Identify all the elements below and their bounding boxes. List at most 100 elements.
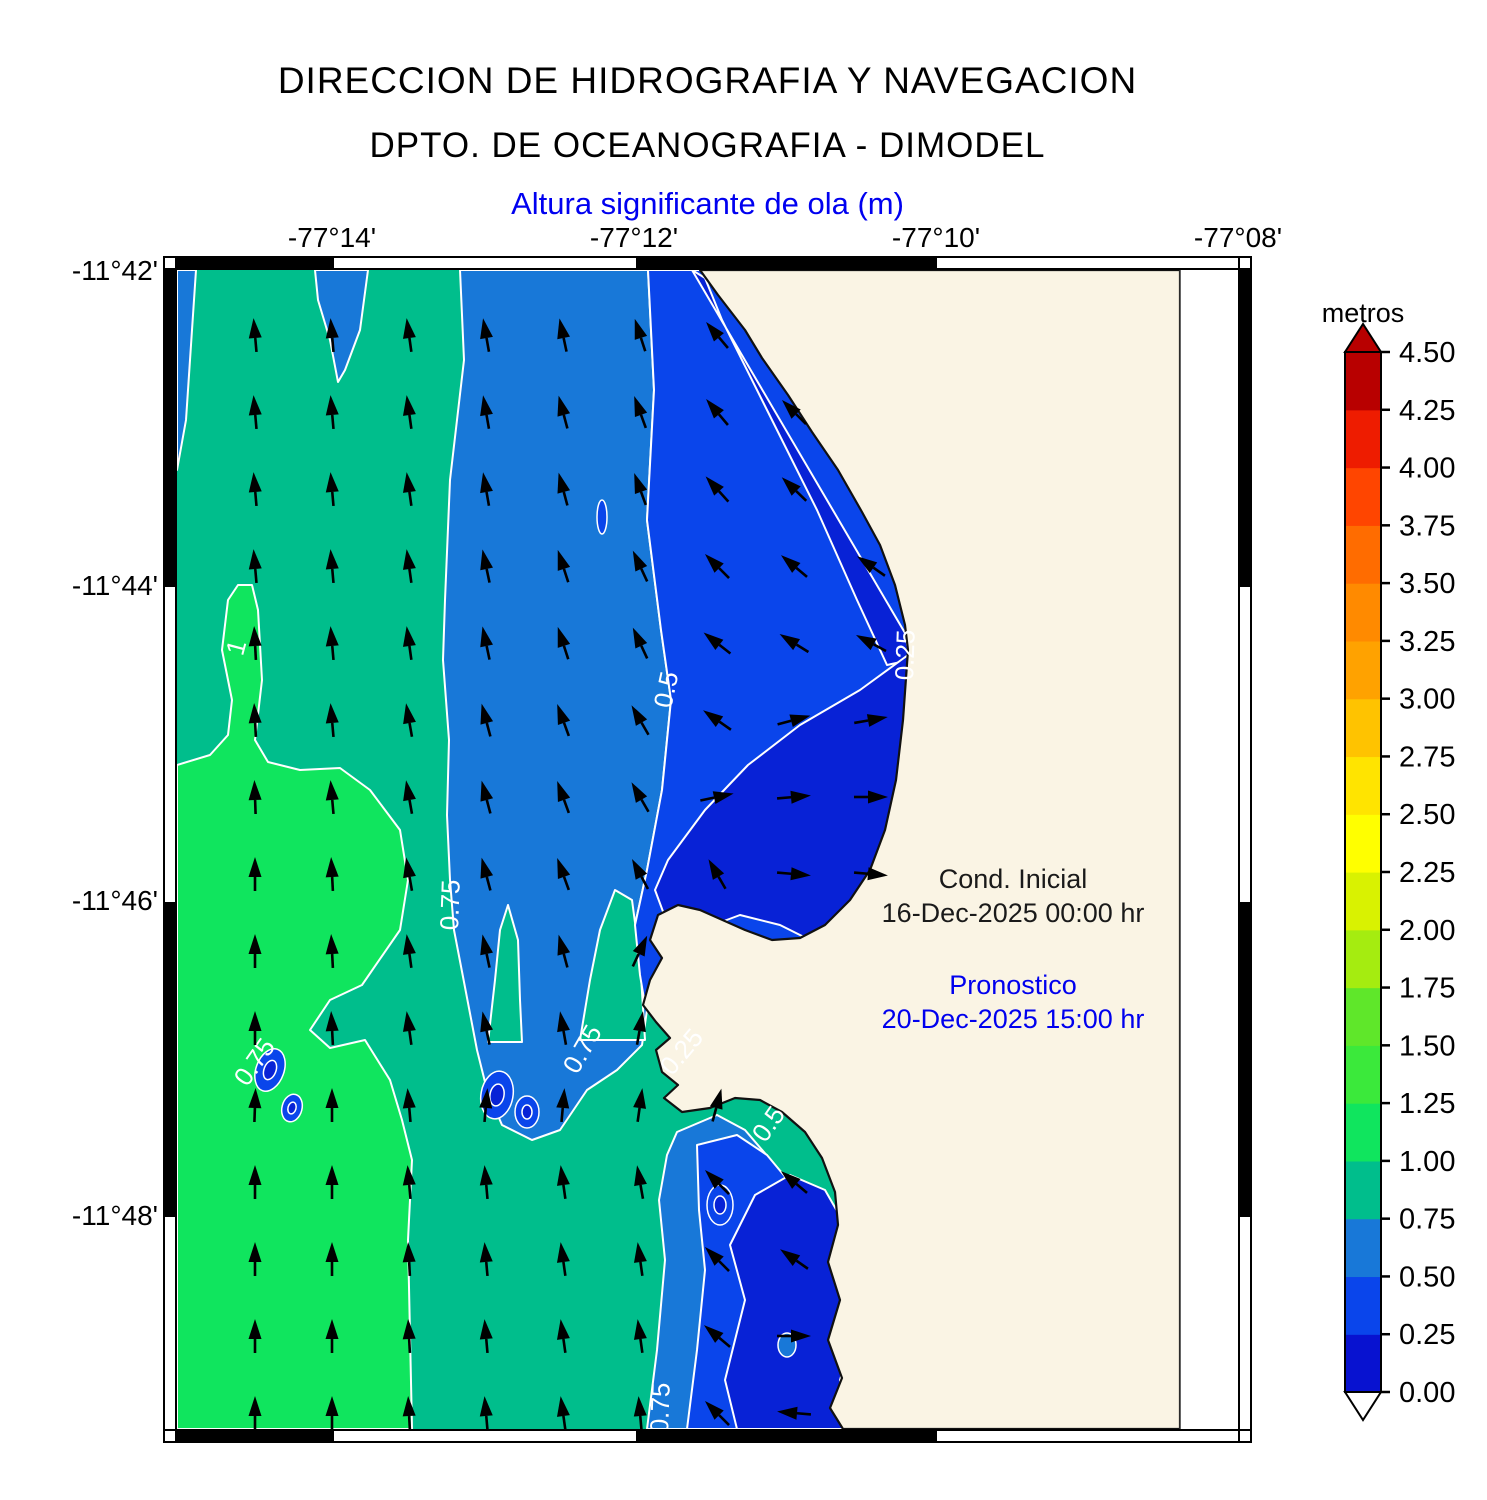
- longitude-tick-label: -77°10': [891, 222, 981, 253]
- arrow-head: [248, 1165, 262, 1185]
- arrow-tail: [485, 876, 492, 891]
- arrow-head: [402, 1165, 416, 1186]
- page-title: DIRECCION DE HIDROGRAFIA Y NAVEGACION: [277, 60, 1138, 101]
- wave-direction-arrow: [402, 1319, 416, 1354]
- arrow-head: [556, 1319, 570, 1340]
- arrow-head: [248, 934, 262, 954]
- wave-direction-arrow: [556, 1396, 570, 1429]
- arrow-head: [779, 633, 800, 651]
- arrow-tail: [700, 796, 715, 802]
- legend-color-cell: [1345, 1103, 1381, 1162]
- wave-direction-arrow: [325, 395, 339, 430]
- arrow-head: [480, 857, 494, 879]
- wave-direction-arrow: [634, 1165, 647, 1199]
- arrow-tail: [718, 643, 732, 655]
- arrow-head: [557, 318, 570, 340]
- contour-spot: [713, 1195, 727, 1215]
- wave-direction-arrow: [705, 476, 730, 503]
- legend-color-cell: [1345, 987, 1381, 1046]
- wave-direction-arrow: [706, 398, 729, 426]
- wave-direction-arrow: [557, 395, 571, 429]
- arrow-head: [402, 1242, 416, 1263]
- arrow-tail: [562, 645, 570, 660]
- wave-direction-arrow: [557, 1011, 570, 1045]
- wave-direction-arrow: [700, 791, 734, 804]
- wave-direction-arrow: [480, 857, 494, 891]
- arrow-tail: [562, 414, 569, 429]
- longitude-tick-label: -77°12': [589, 222, 679, 253]
- wave-direction-arrow: [480, 472, 493, 506]
- arrow-head: [248, 1011, 262, 1031]
- wave-direction-arrow: [402, 1165, 416, 1200]
- latitude-tick-label: -11°48': [71, 1200, 158, 1231]
- arrow-head: [402, 472, 416, 493]
- arrow-tail: [795, 490, 808, 502]
- wave-direction-arrow: [634, 318, 648, 352]
- wave-direction-arrow: [248, 934, 262, 968]
- contour-spot: [489, 1083, 505, 1107]
- contour-spot: [596, 499, 608, 535]
- wave-direction-arrow: [480, 780, 494, 814]
- wave-direction-arrow: [248, 472, 262, 507]
- arrow-head: [248, 703, 262, 724]
- arrow-tail: [853, 871, 869, 876]
- wave-direction-arrow: [402, 395, 416, 430]
- wave-direction-arrow: [704, 1246, 730, 1272]
- legend-color-cell: [1345, 1218, 1381, 1278]
- wave-direction-arrow: [557, 318, 570, 352]
- wave-direction-arrow: [854, 714, 888, 727]
- arrow-head: [633, 1088, 647, 1109]
- arrow-head: [403, 703, 416, 725]
- wave-direction-arrow: [479, 1088, 493, 1123]
- wave-direction-arrow: [402, 1011, 416, 1046]
- arrow-head: [402, 549, 416, 570]
- arrow-head: [790, 790, 811, 804]
- frame-segment: [636, 258, 937, 268]
- arrow-head: [325, 780, 339, 801]
- frame-segment: [636, 1431, 937, 1441]
- wave-direction-arrow: [248, 1011, 262, 1045]
- arrow-head: [479, 1165, 493, 1186]
- arrow-head: [706, 398, 724, 419]
- legend-color-cell: [1345, 1045, 1381, 1104]
- arrow-tail: [639, 1338, 644, 1354]
- arrow-head: [866, 714, 888, 727]
- legend-tick-label: 3.25: [1399, 626, 1455, 658]
- arrow-tail: [408, 799, 414, 814]
- arrow-head: [325, 1088, 339, 1108]
- wave-direction-arrow: [557, 781, 571, 814]
- wave-direction-arrow: [248, 1396, 262, 1429]
- arrow-tail: [795, 413, 807, 425]
- arrow-head: [556, 1165, 570, 1186]
- annotation-initial_label: Cond. Inicial: [939, 864, 1088, 894]
- latitude-tick-label: -11°44': [71, 570, 158, 601]
- arrow-tail: [484, 1261, 489, 1277]
- wave-direction-arrow: [480, 549, 493, 583]
- wave-direction-arrow: [325, 1396, 339, 1429]
- arrow-head: [855, 635, 877, 651]
- arrow-tail: [253, 414, 258, 430]
- arrow-tail: [485, 953, 491, 968]
- arrow-tail: [407, 1415, 412, 1429]
- wave-direction-arrow: [633, 1242, 647, 1277]
- arrow-head: [709, 1088, 723, 1110]
- wave-direction-arrow: [325, 318, 339, 353]
- wave-direction-arrow: [632, 550, 649, 582]
- chart-title: Altura significante de ola (m): [511, 186, 904, 221]
- arrow-tail: [330, 876, 335, 892]
- wave-direction-arrow: [248, 1242, 262, 1276]
- arrow-head: [780, 1249, 801, 1267]
- arrow-tail: [484, 1415, 489, 1429]
- legend-color-cell: [1345, 583, 1381, 642]
- arrow-head: [712, 791, 734, 804]
- annotation-forecast_datetime: 20-Dec-2025 15:00 hr: [882, 1004, 1145, 1034]
- arrow-head: [632, 550, 648, 572]
- wave-direction-arrow: [403, 703, 416, 737]
- wave-direction-arrow: [781, 399, 807, 425]
- wave-direction-arrow: [557, 472, 571, 506]
- arrow-tail: [330, 799, 335, 815]
- wave-direction-arrow: [248, 549, 262, 584]
- arrow-head: [781, 399, 801, 419]
- legend-tick-label: 2.00: [1399, 915, 1455, 947]
